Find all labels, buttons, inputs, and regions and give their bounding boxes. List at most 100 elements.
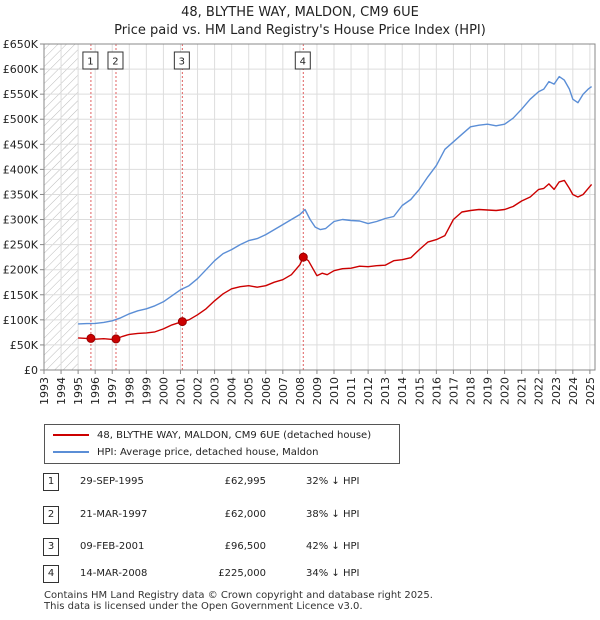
y-tick-label: £600K: [3, 63, 39, 76]
sale-price: £225,000: [218, 568, 266, 579]
sale-label-text: 2: [112, 57, 118, 68]
sale-label-text: 4: [300, 57, 306, 68]
legend-label-hpi: HPI: Average price, detached house, Mald…: [97, 447, 319, 458]
x-tick-label: 2008: [294, 377, 307, 405]
x-tick-label: 2009: [311, 377, 324, 405]
sale-number-badge: 4: [43, 565, 59, 583]
y-tick-label: £500K: [3, 113, 39, 126]
sale-label-box: [82, 51, 99, 70]
sale-hpi-diff: 32% ↓ HPI: [306, 476, 360, 487]
sale-date: 21-MAR-1997: [80, 509, 148, 520]
x-tick-label: 2022: [533, 377, 546, 405]
x-tick-label: 1994: [55, 377, 68, 405]
x-tick-label: 2006: [260, 377, 273, 405]
chart-title: 48, BLYTHE WAY, MALDON, CM9 6UE: [181, 5, 419, 20]
series-line-property: [78, 179, 593, 341]
x-tick-label: 2003: [209, 377, 222, 405]
sale-row: 2 21-MAR-1997 £62,000 38% ↓ HPI: [0, 505, 600, 525]
x-tick-label: 2016: [430, 377, 443, 405]
sale-point: [86, 333, 96, 343]
x-axis-ticks: 1993 1994 1995 1996 1997 1998 1999 2000 2001 2002…: [38, 370, 597, 405]
x-tick-label: 2001: [174, 377, 187, 405]
sale-label-box: [294, 51, 311, 70]
y-axis-ticks: £0 £50K £100K £150K £200K £250K £300K £350K £400…: [3, 38, 44, 377]
legend-item-hpi: HPI: Average price, detached house, Mald…: [53, 445, 318, 461]
x-tick-label: 1999: [140, 377, 153, 405]
plot-background: [44, 44, 595, 370]
series-layer: [78, 75, 593, 341]
x-tick-label: 2014: [396, 377, 409, 405]
sale-price: £62,000: [224, 509, 266, 520]
chart-title-block: 48, BLYTHE WAY, MALDON, CM9 6UE Price pa…: [0, 4, 600, 40]
y-tick-label: £250K: [3, 239, 39, 252]
chart-subtitle: Price paid vs. HM Land Registry's House …: [114, 23, 486, 38]
x-tick-label: 2018: [464, 377, 477, 405]
footer-copyright: Contains HM Land Registry data © Crown c…: [44, 590, 433, 601]
sale-hpi-diff: 42% ↓ HPI: [306, 541, 360, 552]
price-chart: 1 2 3 4 £0 £50K £100K £150K £200K £250K £300K £350…: [3, 38, 597, 405]
x-tick-label: 1997: [106, 377, 119, 405]
sale-row: 1 29-SEP-1995 £62,995 32% ↓ HPI: [0, 472, 600, 492]
sale-number-badge: 2: [43, 506, 59, 524]
x-tick-label: 2017: [447, 377, 460, 405]
sale-date: 14-MAR-2008: [80, 568, 148, 579]
legend-swatch-property: [53, 434, 89, 436]
x-tick-label: 2002: [192, 377, 205, 405]
sale-label-box: [173, 51, 190, 70]
y-tick-label: £400K: [3, 163, 39, 176]
sale-points: [86, 252, 308, 344]
sale-price: £62,995: [224, 476, 266, 487]
y-tick-label: £300K: [3, 214, 39, 227]
legend-item-property: 48, BLYTHE WAY, MALDON, CM9 6UE (detache…: [53, 428, 371, 444]
y-tick-label: £650K: [3, 38, 39, 51]
y-tick-label: £550K: [3, 88, 39, 101]
x-tick-label: 1996: [89, 377, 102, 405]
x-tick-label: 2023: [550, 377, 563, 405]
x-tick-label: 2000: [157, 377, 170, 405]
x-tick-label: 2005: [243, 377, 256, 405]
x-tick-label: 2025: [584, 377, 597, 405]
y-tick-label: £150K: [3, 289, 39, 302]
x-tick-label: 2012: [362, 377, 375, 405]
y-tick-label: £100K: [3, 314, 39, 327]
sale-label-text: 3: [179, 57, 185, 68]
x-tick-label: 2011: [345, 377, 358, 405]
y-tick-label: £50K: [10, 339, 39, 352]
sale-label-text: 1: [87, 57, 93, 68]
x-tick-label: 2019: [482, 377, 495, 405]
sale-point: [298, 252, 308, 262]
x-tick-label: 2013: [379, 377, 392, 405]
legend-label-property: 48, BLYTHE WAY, MALDON, CM9 6UE (detache…: [97, 430, 372, 441]
sale-labels: 1 2 3 4: [82, 51, 311, 70]
x-tick-label: 2004: [226, 377, 239, 405]
sale-hpi-diff: 34% ↓ HPI: [306, 568, 360, 579]
sale-point: [177, 317, 187, 327]
sale-number-badge: 1: [43, 473, 59, 491]
x-tick-label: 1995: [72, 377, 85, 405]
footer-licence: This data is licensed under the Open Gov…: [44, 601, 363, 612]
x-tick-label: 1998: [123, 377, 136, 405]
sale-date: 09-FEB-2001: [80, 541, 145, 552]
legend-swatch-hpi: [53, 451, 89, 453]
x-tick-label: 2021: [516, 377, 529, 405]
x-tick-label: 2015: [413, 377, 426, 405]
plot-frame: [43, 43, 596, 371]
x-tick-label: 2024: [567, 377, 580, 405]
legend: 48, BLYTHE WAY, MALDON, CM9 6UE (detache…: [44, 424, 400, 464]
x-tick-label: 2020: [499, 377, 512, 405]
sale-row: 3 09-FEB-2001 £96,500 42% ↓ HPI: [0, 537, 600, 557]
sale-date: 29-SEP-1995: [80, 476, 144, 487]
sale-hpi-diff: 38% ↓ HPI: [306, 509, 360, 520]
sale-number-badge: 3: [43, 538, 59, 556]
sale-point: [111, 334, 121, 344]
series-line-hpi: [78, 75, 593, 325]
y-tick-label: £0: [24, 364, 38, 377]
x-tick-label: 1993: [38, 377, 51, 405]
y-tick-label: £200K: [3, 264, 39, 277]
y-tick-label: £350K: [3, 188, 39, 201]
sale-label-box: [107, 51, 124, 70]
footer: Contains HM Land Registry data © Crown c…: [44, 590, 433, 612]
sale-row: 4 14-MAR-2008 £225,000 34% ↓ HPI: [0, 564, 600, 584]
x-tick-label: 2007: [277, 377, 290, 405]
y-tick-label: £450K: [3, 138, 39, 151]
